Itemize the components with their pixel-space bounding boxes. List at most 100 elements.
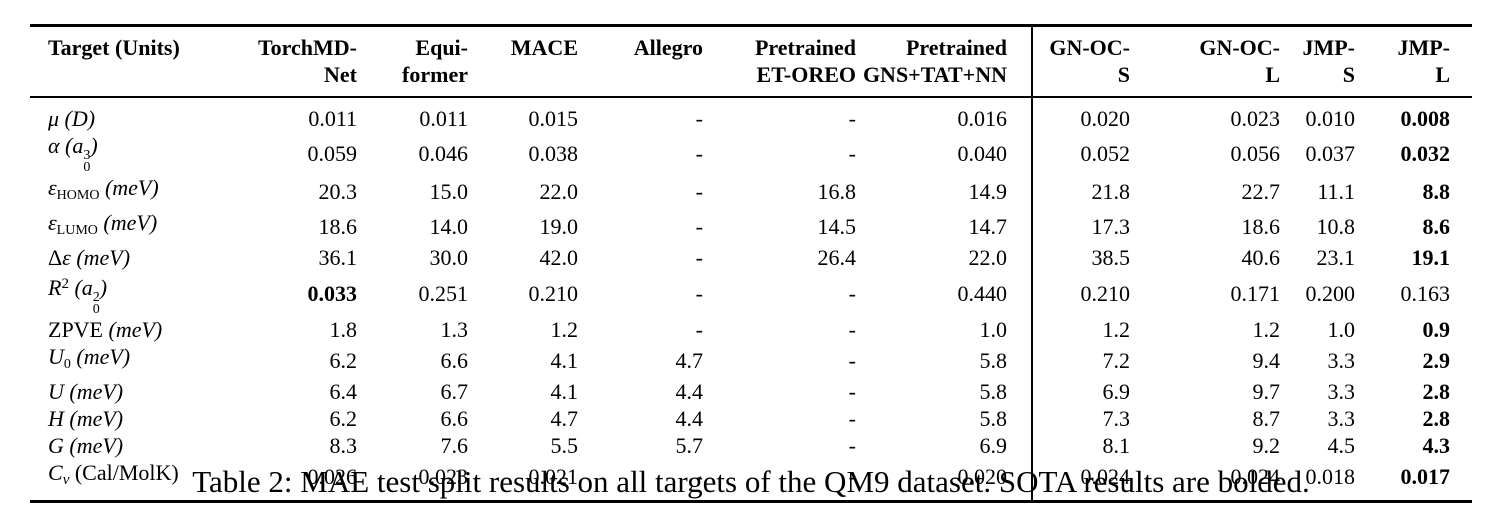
column-header-line1: JMP- <box>1302 35 1355 60</box>
table-row: U (meV) 6.4 6.7 4.1 4.4 - 5.8 6.9 9.7 3.3 2.8 <box>30 378 1472 405</box>
value-cell: 19.0 <box>539 214 579 239</box>
label-segment: 0 <box>63 357 71 372</box>
header-row: Target (Units) TorchMD- Net Equi- former… <box>30 25 1472 98</box>
value-cell: - <box>848 379 856 404</box>
column-header-line2: L <box>1265 61 1280 87</box>
value-cell: 22.0 <box>539 179 579 204</box>
value-cell: - <box>848 106 856 131</box>
value-cell: 2.8 <box>1422 406 1451 431</box>
value-cell: 0.052 <box>1031 132 1130 174</box>
value-cell: 0.010 <box>1305 106 1356 131</box>
value-cell: 1.2 <box>1252 317 1281 342</box>
label-segment: R <box>48 275 62 300</box>
table-row: Cν (Cal/MolK) 0.026 0.023 0.021 - - 0.020 0.024… <box>30 459 1472 502</box>
value-cell: 0.032 <box>1400 140 1451 166</box>
label-segment: ) <box>90 133 98 158</box>
value-cell: 0.015 <box>528 106 579 131</box>
column-header-line1: Target (Units) <box>48 35 180 60</box>
table-header: Target (Units) TorchMD- Net Equi- former… <box>30 25 1472 98</box>
value-cell: 4.4 <box>675 406 704 431</box>
value-cell: 5.8 <box>979 406 1008 431</box>
row-target-label: Δε (meV) <box>30 244 250 271</box>
value-cell: 22.7 <box>1241 179 1281 204</box>
value-cell: 7.3 <box>1031 405 1130 432</box>
value-cell: 38.5 <box>1031 244 1130 271</box>
value-cell: 0.008 <box>1400 106 1451 131</box>
value-cell: 3.3 <box>1327 348 1356 373</box>
value-cell: - <box>695 140 703 166</box>
column-header-gn-oc-l: GN-OC- L <box>1130 25 1280 98</box>
label-segment: (meV) <box>108 317 163 342</box>
value-cell: 14.5 <box>817 214 857 239</box>
value-cell: - <box>848 317 856 342</box>
value-cell: - <box>848 464 856 489</box>
value-cell: 23.1 <box>1316 245 1356 270</box>
value-cell: - <box>695 106 703 131</box>
column-header-line1: GN-OC- <box>1199 35 1280 60</box>
value-cell: 0.046 <box>418 140 469 166</box>
value-cell: - <box>848 433 856 458</box>
row-target-label: U (meV) <box>30 378 250 405</box>
column-header-line2: Net <box>324 61 357 87</box>
value-cell: - <box>848 281 856 306</box>
label-segment: ε <box>48 210 57 235</box>
value-cell: 0.024 <box>1031 459 1130 502</box>
column-header-torchmd-net: TorchMD- Net <box>250 25 357 98</box>
column-header-line1: Equi- <box>415 35 468 60</box>
row-target-label: ZPVE (meV) <box>30 316 250 343</box>
value-cell: 4.1 <box>550 379 579 404</box>
paper-table-figure: Target (Units) TorchMD- Net Equi- former… <box>30 24 1472 503</box>
value-cell: - <box>848 406 856 431</box>
label-segment: ε (meV) <box>62 245 131 270</box>
value-cell: 1.8 <box>329 317 358 342</box>
value-cell: 2.8 <box>1422 379 1451 404</box>
column-header-line2: L <box>1435 61 1450 87</box>
label-segment: ε <box>48 175 57 200</box>
value-cell: 8.1 <box>1031 432 1130 459</box>
table-row: G (meV) 8.3 7.6 5.5 5.7 - 6.9 8.1 9.2 4.5 4.3 <box>30 432 1472 459</box>
value-cell: 0.037 <box>1305 140 1356 166</box>
table-row: μ (D) 0.011 0.011 0.015 - - 0.016 0.020 0.023 0.0… <box>30 97 1472 132</box>
table-row: ZPVE (meV) 1.8 1.3 1.2 - - 1.0 1.2 1.2 1.0 0.9 <box>30 316 1472 343</box>
value-cell: - <box>695 214 703 239</box>
value-cell: 0.017 <box>1400 464 1451 489</box>
value-cell: 1.0 <box>979 317 1008 342</box>
value-cell: 10.8 <box>1316 214 1356 239</box>
value-cell: 4.7 <box>675 348 704 373</box>
value-cell: 1.2 <box>550 317 579 342</box>
table-row: R2 (a 2 0) 0.033 0.251 0.210 - - 0.440 0.210 0.171… <box>30 271 1472 317</box>
table-row: εHOMO (meV) 20.3 15.0 22.0 - 16.8 14.9 21.8 22.7… <box>30 174 1472 209</box>
column-header-line2: GNS+TAT+NN <box>862 61 1007 87</box>
value-cell: 0.059 <box>307 140 358 166</box>
value-cell: 5.8 <box>979 379 1008 404</box>
value-cell: 0.171 <box>1230 281 1281 306</box>
label-segment: G (meV) <box>48 433 124 458</box>
value-cell: 9.4 <box>1252 348 1281 373</box>
value-cell: 4.5 <box>1327 433 1356 458</box>
value-cell: 0.011 <box>308 106 357 131</box>
value-cell: 42.0 <box>539 245 579 270</box>
column-header-pretrained-gns-tat-nn: Pretrained GNS+TAT+NN <box>856 25 1032 98</box>
column-header-line1: Allegro <box>633 35 703 60</box>
value-cell: 0.023 <box>418 464 469 489</box>
value-cell: 6.7 <box>440 379 469 404</box>
value-cell: 6.9 <box>1031 378 1130 405</box>
value-cell: 9.2 <box>1252 433 1281 458</box>
value-cell: 30.0 <box>429 245 469 270</box>
table-row: H (meV) 6.2 6.6 4.7 4.4 - 5.8 7.3 8.7 3.3 2.8 <box>30 405 1472 432</box>
value-cell: - <box>848 348 856 373</box>
value-cell: 0.016 <box>957 106 1008 131</box>
column-header-gn-oc-s: GN-OC- S <box>1031 25 1130 98</box>
value-cell: 4.7 <box>550 406 579 431</box>
label-segment: (meV) <box>97 210 158 235</box>
value-cell: 0.024 <box>1230 464 1281 489</box>
value-cell: 11.1 <box>1317 179 1355 204</box>
value-cell: 0.210 <box>528 281 579 306</box>
value-cell: 6.9 <box>979 433 1008 458</box>
value-cell: 1.2 <box>1031 316 1130 343</box>
table-row: α (a 3 0) 0.059 0.046 0.038 - - 0.040 0.052 0.056 0… <box>30 132 1472 175</box>
row-target-label: R2 (a 2 0) <box>30 271 250 317</box>
value-cell: 0.9 <box>1422 317 1451 342</box>
